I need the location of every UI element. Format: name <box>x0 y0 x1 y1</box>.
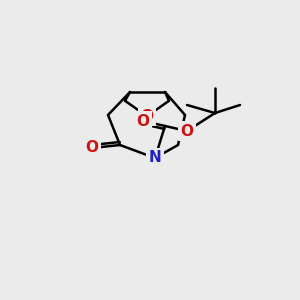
Text: O: O <box>85 140 98 155</box>
Text: O: O <box>181 124 194 139</box>
Text: N: N <box>148 151 161 166</box>
Text: O: O <box>140 109 154 124</box>
Text: O: O <box>136 113 149 128</box>
